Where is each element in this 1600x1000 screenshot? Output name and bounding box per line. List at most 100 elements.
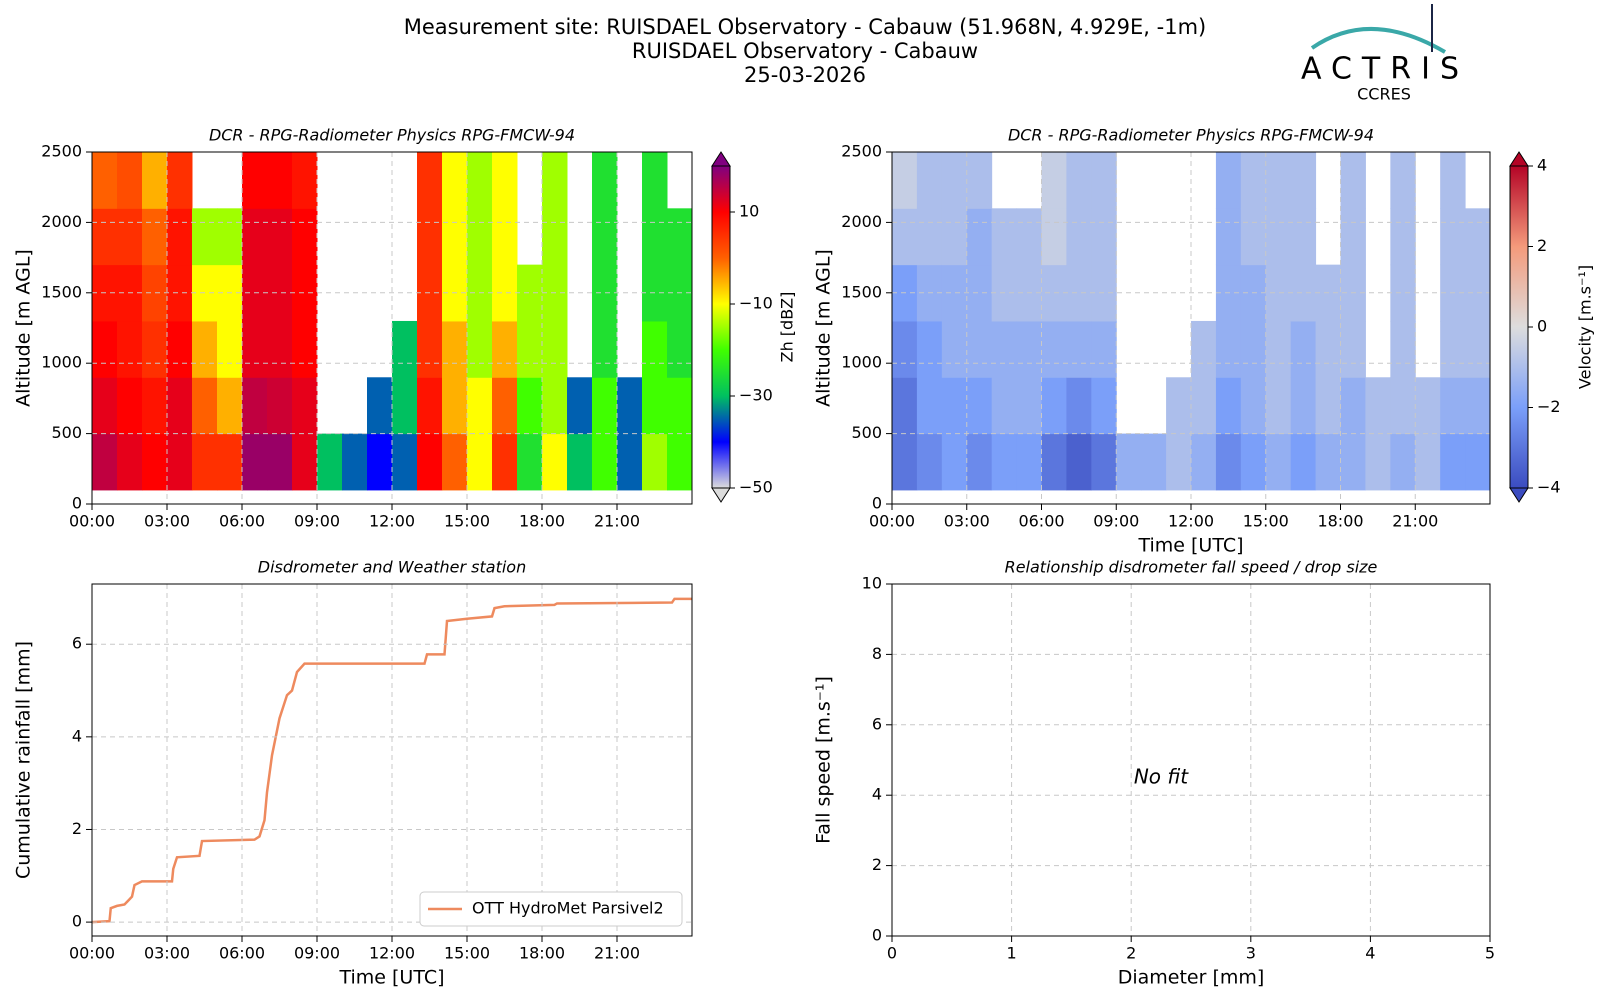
heat-cell (1265, 320, 1292, 378)
heat-cell (292, 208, 318, 266)
y-axis-label: Fall speed [m.s⁻¹] (813, 676, 835, 844)
heat-cell (92, 433, 118, 491)
heat-cell (417, 152, 443, 209)
heat-cell (242, 208, 268, 266)
heat-cell (117, 208, 143, 266)
heat-cell (1465, 208, 1491, 266)
heat-cell (192, 377, 218, 435)
heat-cell (1016, 377, 1042, 435)
legend-label: OTT HydroMet Parsivel2 (472, 899, 664, 918)
heat-cell (1091, 152, 1117, 209)
heat-cell (991, 320, 1018, 378)
heat-cell (1390, 377, 1416, 435)
heat-cell (1016, 208, 1042, 266)
panel: DCR - RPG-Radiometer Physics RPG-FMCW-94… (813, 126, 1595, 557)
plot-frame (91, 583, 693, 937)
x-tick-label: 21:00 (594, 944, 640, 963)
y-tick-label: 2500 (841, 142, 882, 161)
colorbar-tick-label: −50 (739, 478, 773, 497)
colorbar-tick-label: 2 (1537, 236, 1547, 255)
heat-cell (192, 433, 218, 491)
heat-cell (467, 152, 493, 209)
heat-cell (542, 152, 568, 209)
x-tick-label: 3 (1246, 944, 1256, 963)
heat-cell (1091, 320, 1117, 378)
x-tick-label: 2 (1126, 944, 1136, 963)
heat-cell (467, 433, 493, 491)
y-axis-label: Cumulative rainfall [mm] (13, 641, 35, 879)
panel: Disdrometer and Weather station 00:00 03:0… (13, 558, 693, 989)
heat-cell (1415, 433, 1441, 491)
heat-cell (592, 433, 618, 491)
heat-cell (217, 208, 243, 266)
y-tick-label: 0 (872, 926, 882, 945)
heat-cell (1091, 433, 1117, 491)
heat-cell (517, 320, 543, 378)
heat-cell (1240, 377, 1267, 435)
heat-cell (916, 208, 943, 266)
heat-cell (1290, 377, 1317, 435)
x-tick-label: 15:00 (444, 944, 490, 963)
heat-cell (142, 208, 168, 266)
y-tick-label: 1000 (841, 353, 882, 372)
heat-cell (1340, 152, 1366, 209)
heat-cell (217, 320, 243, 378)
heat-cell (1066, 208, 1092, 266)
heat-cell (92, 320, 118, 378)
x-tick-label: 03:00 (144, 512, 190, 531)
heat-cell (642, 208, 668, 266)
heat-cell (1340, 320, 1366, 378)
heat-cell (1041, 433, 1067, 491)
heat-cell (267, 433, 293, 491)
heat-cell (966, 152, 993, 209)
legend (419, 891, 683, 927)
heat-cell (467, 377, 493, 435)
heat-cell (966, 264, 993, 322)
colorbar-label: Zh [dBZ] (778, 292, 797, 363)
heat-cell (242, 377, 268, 435)
heat-cell (592, 208, 618, 266)
heat-cell (292, 320, 318, 378)
heat-cell (142, 264, 168, 322)
heat-cell (492, 264, 518, 322)
x-tick-label: 0 (887, 944, 897, 963)
colorbar-tick-label: −2 (1537, 397, 1561, 416)
heat-cell (267, 152, 293, 209)
heat-cell (991, 433, 1018, 491)
x-tick-label: 09:00 (294, 512, 340, 531)
colorbar-tick-label: −4 (1537, 478, 1561, 497)
heat-cell (1066, 264, 1092, 322)
heat-cell (1091, 377, 1117, 435)
heat-cell (167, 264, 193, 322)
heat-cell (1215, 152, 1242, 209)
heat-cell (1116, 433, 1142, 491)
colorbar-tick-label: 10 (739, 202, 759, 221)
heat-cell (1465, 433, 1491, 491)
heat-cell (667, 320, 693, 378)
heat-cell (1390, 433, 1416, 491)
heat-cell (1265, 208, 1292, 266)
panel: DCR - RPG-Radiometer Physics RPG-FMCW-94… (13, 126, 797, 531)
heat-cell (1141, 433, 1167, 491)
y-tick-label: 2000 (41, 212, 82, 231)
heat-cell (1041, 208, 1067, 266)
colorbar-tick-label: 0 (1537, 317, 1547, 336)
heat-cell (342, 433, 368, 491)
heat-cell (892, 320, 918, 378)
heat-cell (442, 152, 468, 209)
heat-cell (1240, 208, 1267, 266)
heat-cell (1315, 377, 1341, 435)
heat-cell (467, 320, 493, 378)
x-tick-label: 00:00 (69, 944, 115, 963)
heat-cell (892, 208, 918, 266)
heat-cell (1290, 433, 1317, 491)
heat-cell (1016, 320, 1042, 378)
heat-cell (292, 264, 318, 322)
heat-cell (1390, 152, 1416, 209)
x-tick-label: 03:00 (144, 944, 190, 963)
heat-cell (542, 433, 568, 491)
heat-cell (267, 264, 293, 322)
heat-cell (1440, 320, 1466, 378)
heat-cell (1290, 152, 1317, 209)
x-axis-label: Diameter [mm] (1118, 967, 1265, 989)
